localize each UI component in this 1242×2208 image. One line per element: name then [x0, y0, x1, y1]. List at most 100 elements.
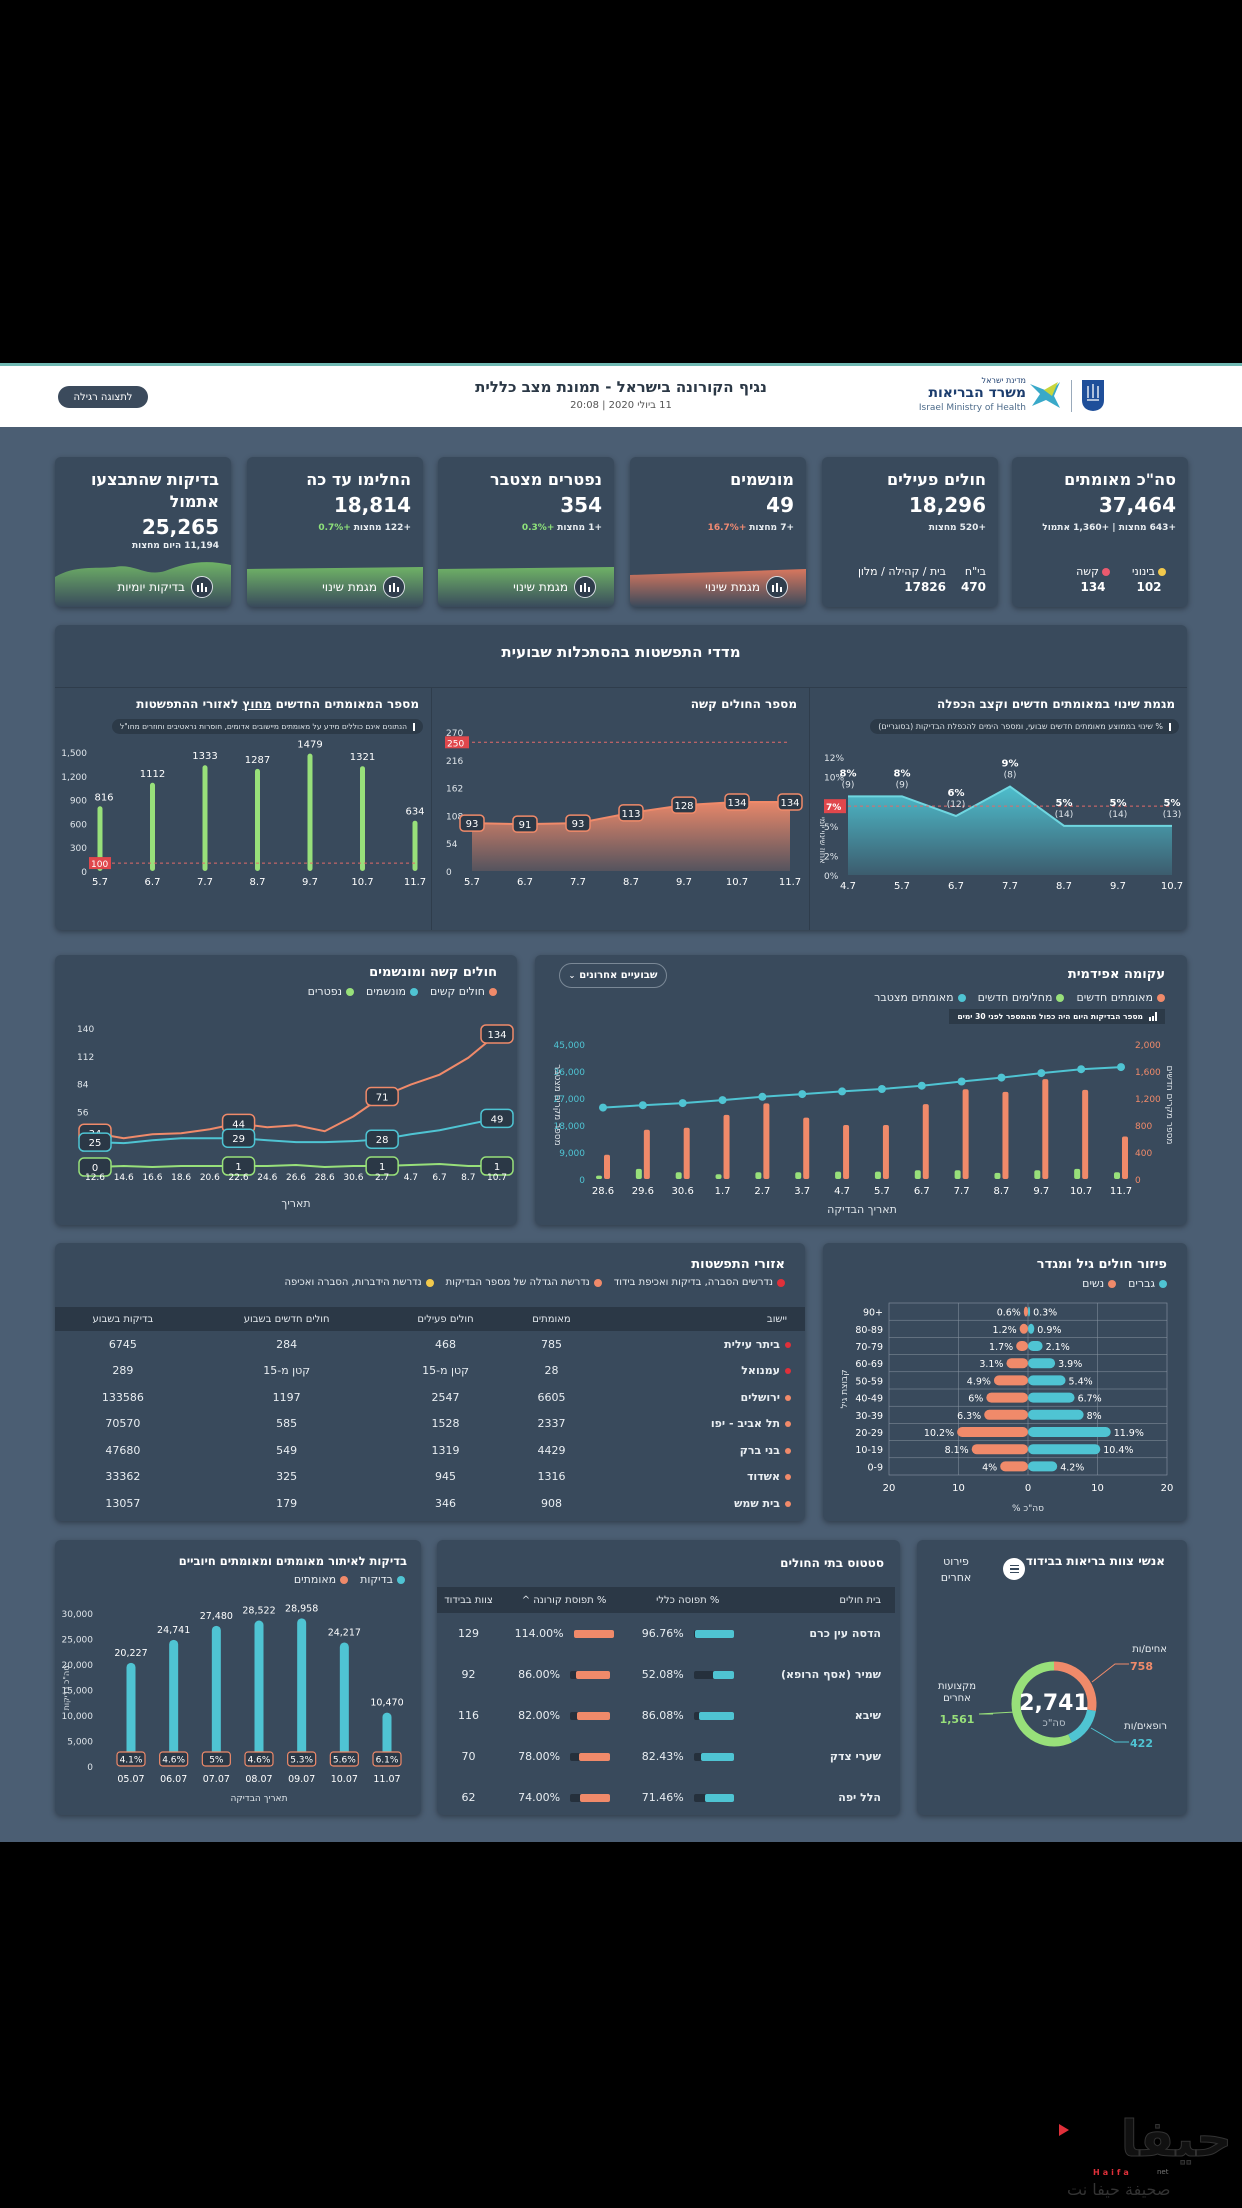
table-row[interactable]: ביתר עילית 785 468 284 6745: [55, 1331, 805, 1358]
table-cell: 70570: [105, 1417, 141, 1431]
table-cell: 1197: [272, 1390, 301, 1404]
positives-label-box: [287, 1751, 317, 1767]
new-cases-bar: [843, 1125, 850, 1179]
kpi-trend-area: [55, 562, 231, 607]
x-tick-label: 0: [1025, 1483, 1031, 1494]
doubling-label: (14): [1109, 810, 1127, 820]
legend-item: נדרשים הסברה, בדיקות ואכיפת בידוד: [614, 1277, 785, 1288]
recovered-bar: [954, 1170, 961, 1179]
page-title: נגיף הקורונה בישראל - תמונת מצב כללית: [475, 378, 767, 396]
y-axis-label: אחוז שינוי יומי: [818, 817, 827, 863]
y-tick-label: 40-49: [855, 1394, 883, 1405]
data-label-box: [512, 815, 538, 833]
women-value-label: 6%: [968, 1394, 983, 1405]
regions-title: אזורי התפשטות: [691, 1257, 785, 1272]
y-tick-label: 300: [70, 844, 87, 854]
women-bar: [1016, 1341, 1028, 1351]
y-tick-label: 900: [70, 797, 87, 807]
x-tick-label: 18.6: [171, 1173, 191, 1183]
column-header[interactable]: % תפוסת קורונה ^: [499, 1587, 629, 1613]
x-tick-label: 10.7: [726, 877, 748, 888]
x-axis-label: תאריך הבדיקה: [827, 1203, 897, 1216]
period-dropdown-label: שבועיים אחרונים: [579, 970, 658, 981]
city-name: עמנואל: [741, 1364, 780, 1378]
corona-occupancy-bar: [570, 1671, 611, 1679]
table-cell: 549: [276, 1443, 298, 1457]
table-row[interactable]: בית שמש 908 346 179 13057: [55, 1490, 805, 1517]
kpi-trend-button[interactable]: מגמת שינוי: [513, 576, 596, 598]
table-row[interactable]: הלל יפה 71.46% 74.00% 62: [437, 1777, 895, 1815]
threshold-badge: [824, 799, 846, 814]
new-cases-bar: [803, 1117, 810, 1179]
y-right-tick-label: 400: [1135, 1149, 1152, 1159]
column-header: בדיקות בשבוע: [55, 1307, 191, 1331]
x-tick-label: 11.07: [373, 1774, 400, 1785]
chevron-down-icon: ⌄: [568, 971, 576, 980]
corona-occupancy-fill: [575, 1671, 611, 1679]
tests-value-label: 24,741: [157, 1625, 190, 1636]
x-tick-label: 22.6: [229, 1173, 249, 1183]
new-cases-bar: [643, 1129, 650, 1179]
x-tick-label: 7.7: [954, 1186, 970, 1197]
table-cell: 28: [544, 1364, 559, 1378]
threshold-badge: [89, 857, 111, 870]
x-tick-label: 11.7: [404, 877, 426, 888]
outside-chart-panel: מספר המאומתים החדשים מחוץ לאזורי ההתפשטו…: [55, 687, 431, 930]
legend-item: נשים: [1082, 1277, 1117, 1290]
corona-occupancy-cell: 114.00%: [500, 1613, 628, 1654]
table-row[interactable]: הדסה עין כרם 96.76% 114.00% 129: [437, 1613, 895, 1654]
status-dot: [785, 1341, 791, 1348]
doubling-label: (9): [842, 780, 855, 790]
menu-icon: [1003, 1558, 1025, 1580]
outside-info-banner[interactable]: הנתונים אינם כוללים מידע על מאומתים מייש…: [111, 719, 423, 734]
new-cases-bar: [1042, 1079, 1049, 1179]
growth-info-banner[interactable]: % שינוי בממוצע מאומתים חדשים שבועי, ומספ…: [870, 719, 1179, 734]
table-row[interactable]: שערי צדק 82.43% 78.00% 70: [437, 1736, 895, 1777]
hospitals-title: סטטוס בתי החולים: [780, 1556, 884, 1570]
severity-label-text: קשה: [1076, 565, 1099, 578]
x-tick-label: 5.7: [894, 881, 910, 892]
positives-label-box: [329, 1751, 359, 1767]
staff-details-button[interactable]: פירוט אחרים: [931, 1554, 1031, 1594]
data-label-box: [777, 793, 803, 811]
cumulative-point: [957, 1077, 966, 1086]
bar: [360, 766, 365, 871]
corona-occupancy-fill: [577, 1712, 611, 1720]
table-row[interactable]: שמיר (אסף הרופא) 52.08% 86.00% 92: [437, 1654, 895, 1695]
x-tick-label: 8.7: [623, 877, 639, 888]
general-occupancy-value: 71.46%: [641, 1791, 684, 1804]
y-tick-label: 600: [70, 820, 87, 830]
legend-item: נפטרים: [308, 985, 355, 998]
men-value-label: 3.9%: [1058, 1359, 1082, 1370]
women-value-label: 0.6%: [997, 1308, 1021, 1319]
corona-occupancy-fill: [573, 1630, 614, 1638]
table-row[interactable]: שיבא 86.08% 82.00% 116: [437, 1695, 895, 1736]
slice-label: אחרים: [943, 1693, 971, 1704]
table-cell: 13057: [105, 1496, 141, 1510]
x-tick-label: 4.7: [834, 1186, 850, 1197]
emblem-icon: [1082, 380, 1104, 411]
table-row[interactable]: אשדוד 1316 945 325 33362: [55, 1464, 805, 1491]
table-row[interactable]: תל אביב - יפו 2337 1528 585 70570: [55, 1411, 805, 1438]
kpi-trend-button[interactable]: בדיקות יומיות: [117, 576, 213, 598]
table-row[interactable]: עמנואל 28 קטן מ-15 קטן מ-15 289: [55, 1358, 805, 1385]
age-gender-card: פיזור חולים גיל ומגדר גברים נשים 20 10 0 10 2…: [823, 1243, 1187, 1521]
general-occupancy-cell: 86.08%: [628, 1695, 747, 1736]
kpi-trend-button[interactable]: מגמת שינוי: [322, 576, 405, 598]
table-row[interactable]: ירושלים 6605 2547 1197 133586: [55, 1384, 805, 1411]
table-row[interactable]: בני ברק 4429 1319 549 47680: [55, 1437, 805, 1464]
cumulative-point: [1117, 1063, 1125, 1072]
period-dropdown[interactable]: שבועיים אחרונים ⌄: [559, 963, 667, 988]
x-tick-label: 7.7: [197, 877, 213, 888]
y-tick-label: 56: [77, 1108, 89, 1118]
slice-label: רופאים/ות: [1124, 1721, 1167, 1732]
women-value-label: 8.1%: [945, 1445, 969, 1456]
regular-view-button[interactable]: לתצוגה רגילה: [58, 386, 148, 408]
epi-note: מספר הבדיקות היום היה כפול מהמספר לפני 3…: [949, 1009, 1165, 1024]
leader-line: [1090, 1727, 1129, 1743]
data-label-box: [724, 793, 750, 811]
women-bar: [1019, 1323, 1028, 1334]
kpi-trend-button[interactable]: מגמת שינוי: [705, 576, 788, 598]
table-cell: 133586: [101, 1390, 144, 1404]
legend-dot: [1108, 1279, 1117, 1288]
